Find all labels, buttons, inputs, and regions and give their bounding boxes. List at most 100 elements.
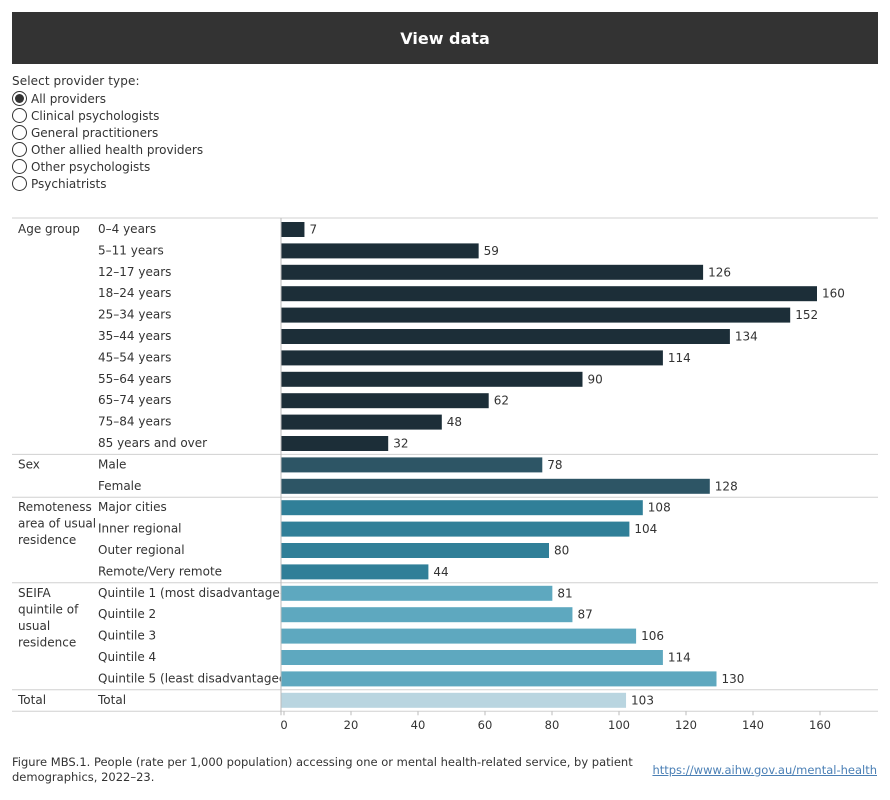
data-label: 90: [588, 372, 603, 386]
bar: [281, 500, 643, 516]
data-label: 104: [634, 522, 657, 536]
category-label: Major cities: [98, 500, 167, 514]
data-label: 114: [668, 351, 691, 365]
data-label: 126: [708, 265, 731, 279]
category-label: Quintile 4: [98, 650, 156, 664]
bar: [281, 521, 630, 537]
radio-unselected-icon[interactable]: [12, 176, 27, 191]
data-label: 130: [722, 672, 745, 686]
data-label: 87: [577, 608, 592, 622]
radio-option[interactable]: Clinical psychologists: [12, 107, 203, 124]
radio-option-label: All providers: [31, 91, 106, 106]
bar: [281, 671, 717, 687]
bar: [281, 436, 389, 451]
category-label: 45–54 years: [98, 350, 171, 364]
x-tick-label: 80: [545, 718, 560, 732]
category-label: 12–17 years: [98, 265, 171, 279]
category-label: Quintile 3: [98, 629, 156, 643]
data-label: 48: [447, 415, 462, 429]
provider-type-selector: Select provider type: All providers Clini…: [12, 74, 203, 192]
radio-option-label: Other allied health providers: [31, 142, 204, 157]
data-label: 44: [433, 565, 448, 579]
radio-option-label: Clinical psychologists: [31, 108, 160, 123]
group-label: Sex: [18, 457, 40, 471]
data-label: 134: [735, 330, 758, 344]
bar: [281, 414, 442, 430]
category-label: 18–24 years: [98, 286, 171, 300]
category-label: Outer regional: [98, 543, 185, 557]
data-label: 106: [641, 629, 664, 643]
category-label: Female: [98, 479, 141, 493]
data-label: 7: [309, 223, 317, 237]
radio-option[interactable]: Other allied health providers: [12, 141, 203, 158]
data-label: 81: [557, 586, 572, 600]
source-link[interactable]: https://www.aihw.gov.au/mental-health: [652, 763, 877, 777]
selector-label: Select provider type:: [12, 74, 140, 88]
x-tick-label: 120: [675, 718, 697, 732]
bar-chart: Age group 0–4 years 7 5–11 years 59 12–17 yea…: [12, 217, 878, 732]
radio-unselected-icon[interactable]: [12, 159, 27, 174]
x-tick-label: 20: [344, 718, 359, 732]
radio-option-label: Other psychologists: [31, 159, 151, 174]
bar: [281, 607, 573, 623]
view-data-label: View data: [400, 28, 490, 48]
bar: [281, 628, 637, 644]
x-tick-label: 160: [809, 718, 831, 732]
figure-caption: Figure MBS.1. People (rate per 1,000 pop…: [12, 755, 633, 784]
bar: [281, 350, 663, 366]
category-label: 25–34 years: [98, 308, 171, 322]
bar: [281, 478, 710, 494]
bar: [281, 264, 704, 280]
data-label: 78: [547, 458, 562, 472]
group-label: Total: [17, 693, 46, 707]
radio-selected-icon[interactable]: [12, 91, 27, 106]
bar: [281, 222, 305, 237]
category-label: Quintile 1 (most disadvantaged): [98, 586, 292, 600]
bar: [281, 692, 627, 708]
data-label: 128: [715, 479, 738, 493]
bar: [281, 543, 549, 558]
x-tick-label: 60: [478, 718, 493, 732]
radio-list: All providers Clinical psychologists Gener…: [12, 90, 203, 192]
radio-unselected-icon[interactable]: [12, 125, 27, 140]
radio-option[interactable]: Psychiatrists: [12, 175, 203, 192]
data-label: 80: [554, 544, 569, 558]
x-tick-label: 140: [742, 718, 764, 732]
radio-unselected-icon[interactable]: [12, 142, 27, 157]
bar: [281, 585, 553, 601]
radio-option-label: Psychiatrists: [31, 176, 107, 191]
bar: [281, 286, 817, 302]
category-label: 75–84 years: [98, 415, 171, 429]
x-tick-label: 0: [280, 718, 287, 732]
category-label: Male: [98, 457, 126, 471]
data-label: 62: [494, 394, 509, 408]
x-tick-label: 100: [608, 718, 630, 732]
category-label: 55–64 years: [98, 372, 171, 386]
view-data-button[interactable]: View data: [12, 12, 878, 64]
bar: [281, 564, 429, 580]
data-label: 59: [484, 244, 499, 258]
group-label: Remoteness area of usual residence: [18, 500, 96, 547]
category-label: 0–4 years: [98, 222, 156, 236]
data-label: 152: [795, 308, 818, 322]
radio-option[interactable]: General practitioners: [12, 124, 203, 141]
radio-option[interactable]: Other psychologists: [12, 158, 203, 175]
group-label: Age group: [18, 222, 80, 236]
category-label: Total: [97, 693, 126, 707]
category-label: Inner regional: [98, 522, 182, 536]
category-label: Remote/Very remote: [98, 564, 222, 578]
bar: [281, 457, 543, 473]
category-label: 35–44 years: [98, 329, 171, 343]
data-label: 160: [822, 287, 845, 301]
category-label: Quintile 2: [98, 607, 156, 621]
radio-option-label: General practitioners: [31, 125, 159, 140]
radio-unselected-icon[interactable]: [12, 108, 27, 123]
data-label: 108: [648, 501, 671, 515]
category-label: Quintile 5 (least disadvantaged): [98, 671, 291, 685]
bar: [281, 371, 583, 387]
radio-option[interactable]: All providers: [12, 90, 203, 107]
data-label: 103: [631, 693, 654, 707]
bar: [281, 393, 489, 409]
category-label: 5–11 years: [98, 243, 164, 257]
bar: [281, 307, 791, 323]
